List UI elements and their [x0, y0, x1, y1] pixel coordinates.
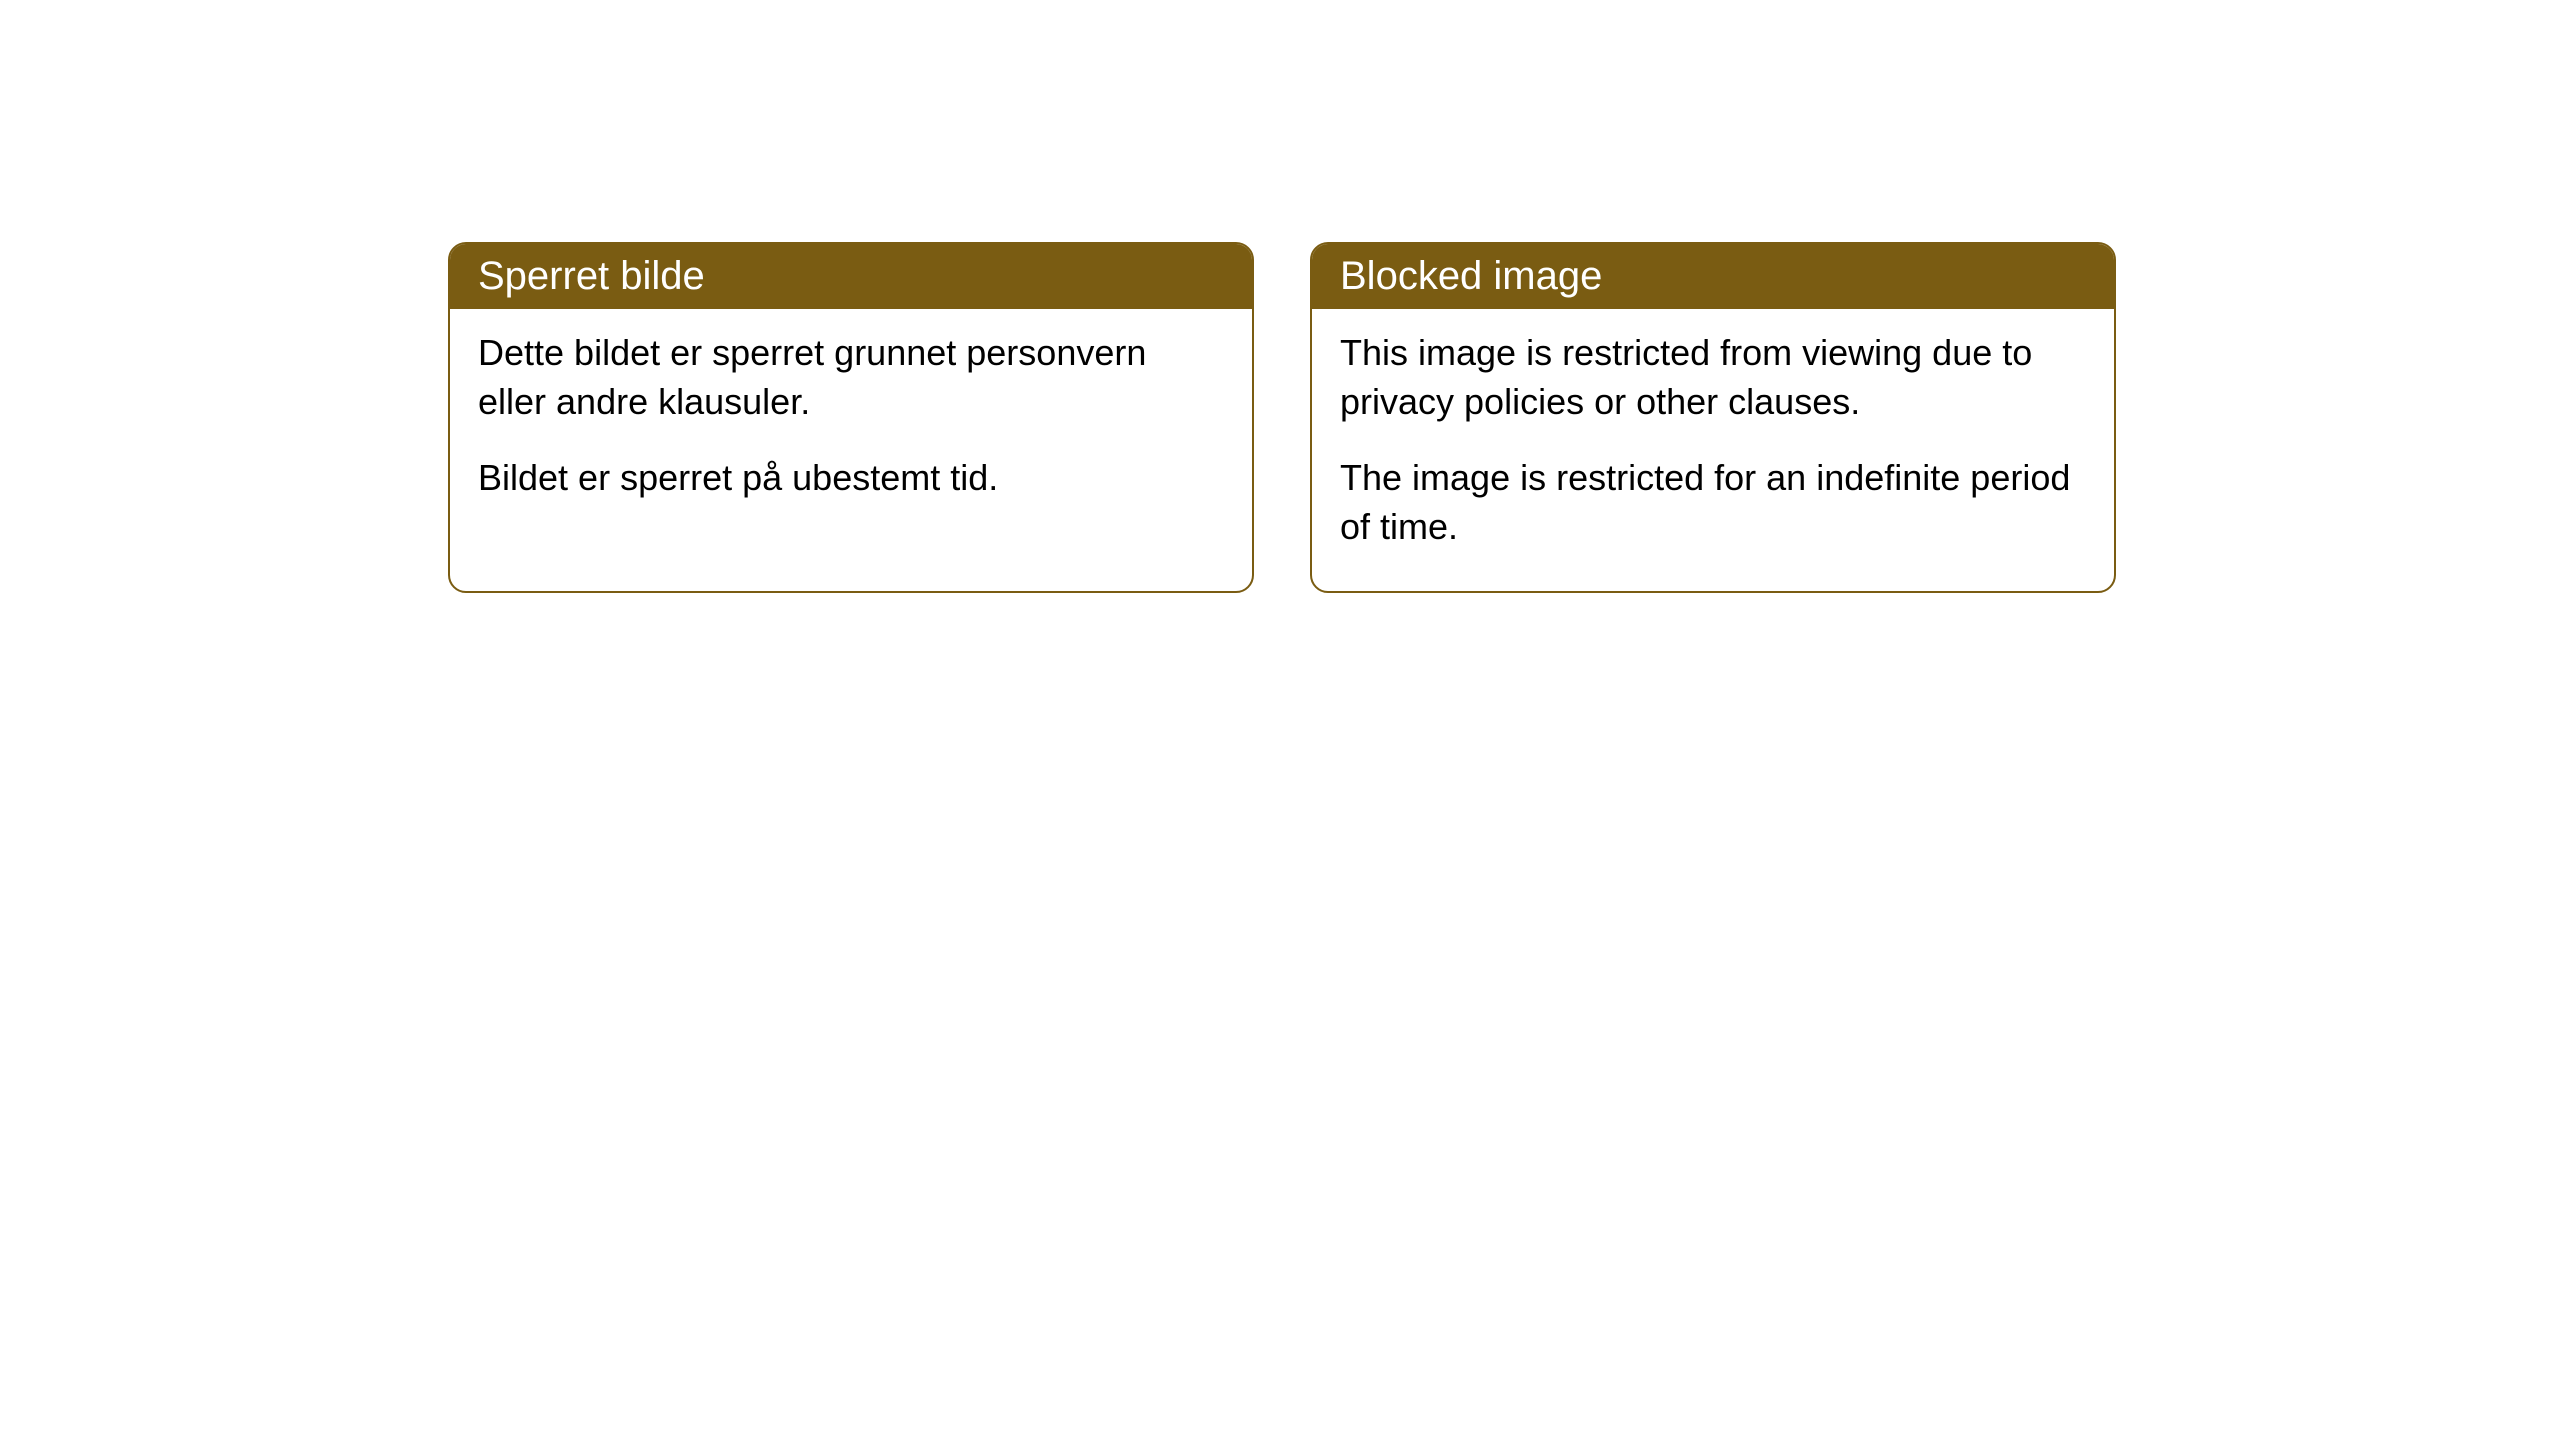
- card-title: Sperret bilde: [478, 254, 705, 298]
- card-paragraph: This image is restricted from viewing du…: [1340, 329, 2086, 426]
- notice-cards-container: Sperret bilde Dette bildet er sperret gr…: [448, 242, 2116, 593]
- card-paragraph: Bildet er sperret på ubestemt tid.: [478, 454, 1224, 503]
- card-title: Blocked image: [1340, 254, 1602, 298]
- card-body: This image is restricted from viewing du…: [1312, 309, 2114, 591]
- card-paragraph: The image is restricted for an indefinit…: [1340, 454, 2086, 551]
- card-header: Sperret bilde: [450, 244, 1252, 309]
- notice-card-english: Blocked image This image is restricted f…: [1310, 242, 2116, 593]
- card-body: Dette bildet er sperret grunnet personve…: [450, 309, 1252, 543]
- card-header: Blocked image: [1312, 244, 2114, 309]
- card-paragraph: Dette bildet er sperret grunnet personve…: [478, 329, 1224, 426]
- notice-card-norwegian: Sperret bilde Dette bildet er sperret gr…: [448, 242, 1254, 593]
